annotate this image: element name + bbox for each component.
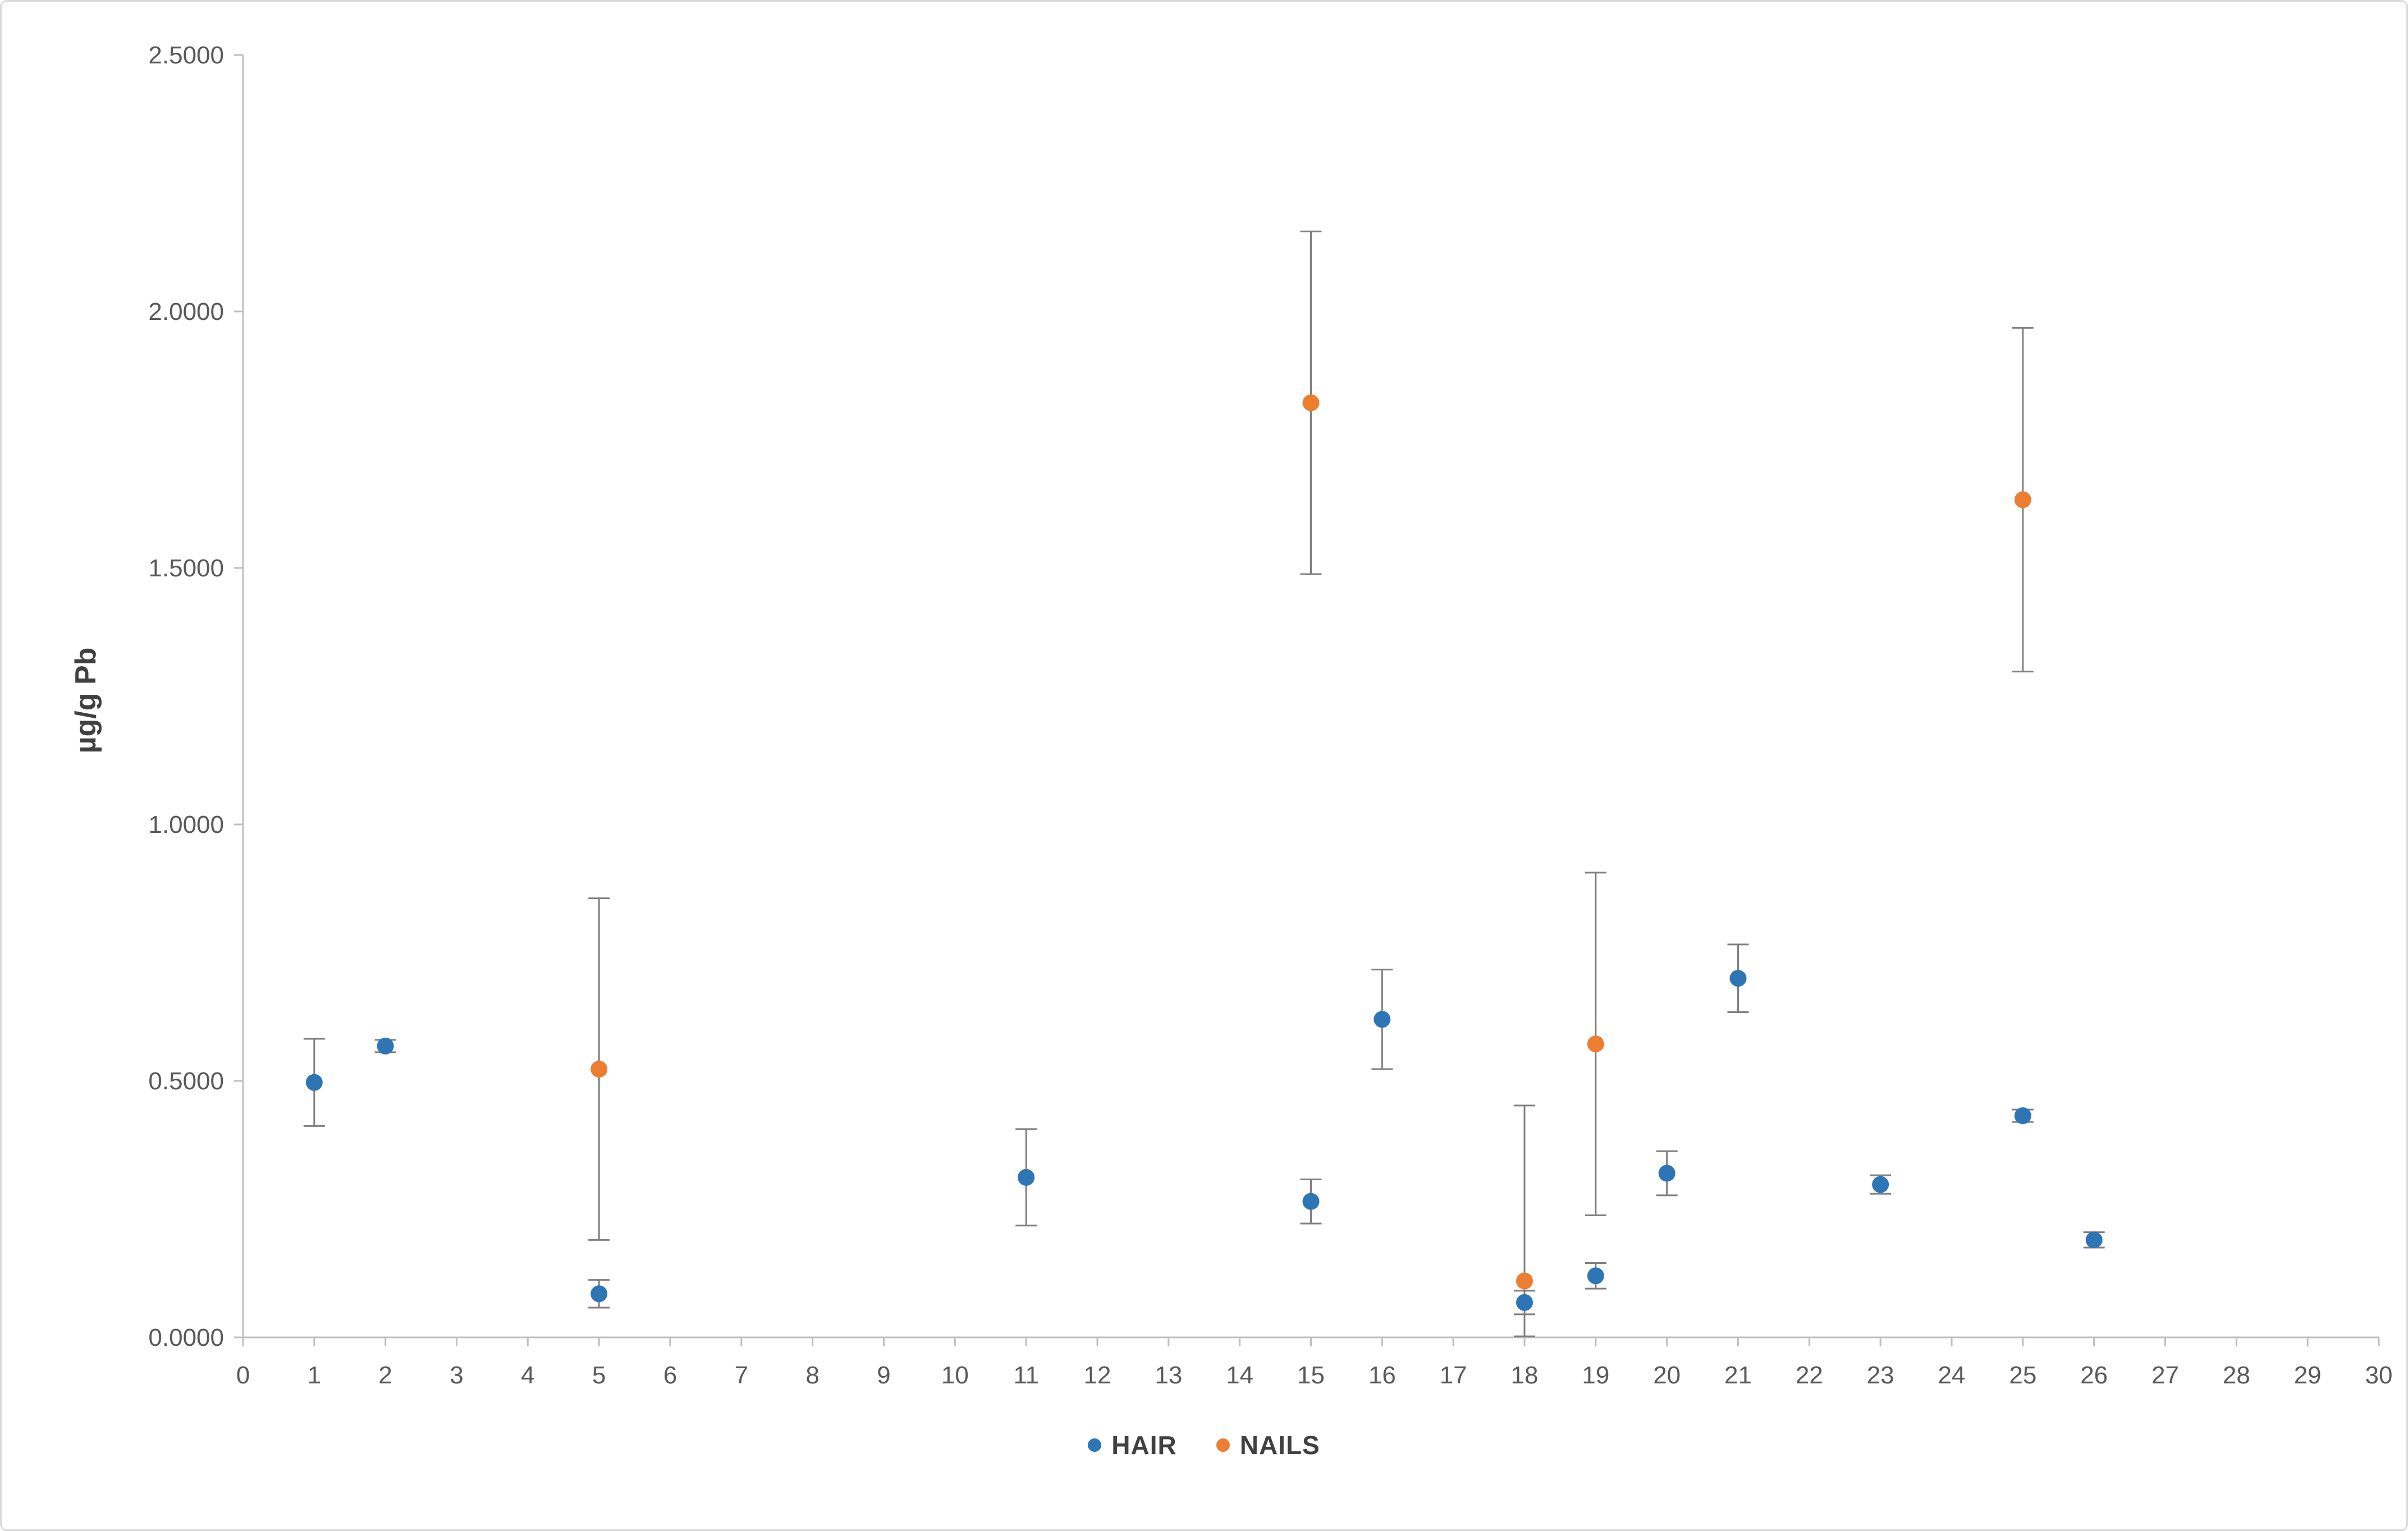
- data-point-hair: [1516, 1294, 1533, 1311]
- x-tick-label: 29: [2294, 1362, 2322, 1389]
- x-tick-label: 16: [1368, 1362, 1396, 1389]
- data-point-nails: [1587, 1035, 1604, 1053]
- data-point-hair: [1872, 1176, 1889, 1193]
- x-tick-label: 12: [1084, 1362, 1111, 1389]
- x-tick-label: 27: [2151, 1362, 2179, 1389]
- x-tick-label: 26: [2080, 1362, 2108, 1389]
- x-tick-label: 24: [1938, 1362, 1966, 1389]
- legend-label-hair: HAIR: [1111, 1431, 1177, 1460]
- x-tick-label: 3: [450, 1362, 463, 1389]
- x-tick-label: 1: [308, 1362, 321, 1389]
- x-tick-label: 19: [1582, 1362, 1609, 1389]
- x-tick-label: 21: [1724, 1362, 1752, 1389]
- hair-marker-icon: [1088, 1438, 1102, 1452]
- x-tick-label: 20: [1653, 1362, 1681, 1389]
- data-point-hair: [590, 1285, 608, 1303]
- data-point-hair: [377, 1037, 394, 1055]
- x-tick-label: 25: [2009, 1362, 2036, 1389]
- y-tick-label: 1.0000: [148, 811, 224, 838]
- data-point-hair: [1302, 1193, 1320, 1210]
- y-tick-label: 0.0000: [148, 1324, 224, 1351]
- nails-marker-icon: [1216, 1438, 1230, 1452]
- y-tick-label: 2.5000: [148, 42, 224, 69]
- x-tick-label: 13: [1155, 1362, 1182, 1389]
- y-axis-title: µg/g Pb: [70, 647, 102, 754]
- y-tick-label: 2.0000: [148, 298, 224, 326]
- data-point-hair: [1587, 1267, 1604, 1285]
- chart-legend: HAIR NAILS: [2, 1430, 2406, 1460]
- x-tick-label: 18: [1511, 1362, 1539, 1389]
- x-tick-label: 14: [1226, 1362, 1253, 1389]
- data-point-nails: [590, 1060, 608, 1078]
- data-point-hair: [2014, 1107, 2031, 1125]
- x-tick-label: 17: [1440, 1362, 1467, 1389]
- x-tick-label: 6: [663, 1362, 677, 1389]
- data-point-hair: [305, 1074, 323, 1091]
- x-tick-label: 11: [1013, 1362, 1039, 1389]
- data-point-nails: [1302, 394, 1320, 411]
- x-tick-label: 4: [521, 1362, 534, 1389]
- data-point-hair: [1658, 1165, 1675, 1182]
- x-tick-label: 0: [236, 1362, 250, 1389]
- x-tick-label: 9: [877, 1362, 890, 1389]
- x-tick-label: 23: [1867, 1362, 1894, 1389]
- legend-item-nails: NAILS: [1216, 1430, 1320, 1460]
- data-point-nails: [1516, 1272, 1533, 1290]
- x-tick-label: 30: [2365, 1362, 2393, 1389]
- x-tick-label: 5: [592, 1362, 606, 1389]
- x-tick-label: 10: [941, 1362, 969, 1389]
- data-point-hair: [1374, 1011, 1391, 1028]
- x-tick-label: 15: [1297, 1362, 1325, 1389]
- y-tick-label: 0.5000: [148, 1067, 224, 1095]
- x-tick-label: 22: [1796, 1362, 1823, 1389]
- y-tick-label: 1.5000: [148, 554, 224, 582]
- x-tick-label: 28: [2223, 1362, 2250, 1389]
- data-point-hair: [2085, 1231, 2103, 1249]
- legend-label-nails: NAILS: [1239, 1431, 1320, 1460]
- x-tick-label: 2: [378, 1362, 392, 1389]
- data-point-hair: [1018, 1168, 1035, 1186]
- x-tick-label: 7: [735, 1362, 748, 1389]
- data-point-hair: [1729, 970, 1747, 987]
- legend-item-hair: HAIR: [1088, 1430, 1176, 1460]
- x-tick-label: 8: [805, 1362, 819, 1389]
- data-point-nails: [2014, 491, 2031, 508]
